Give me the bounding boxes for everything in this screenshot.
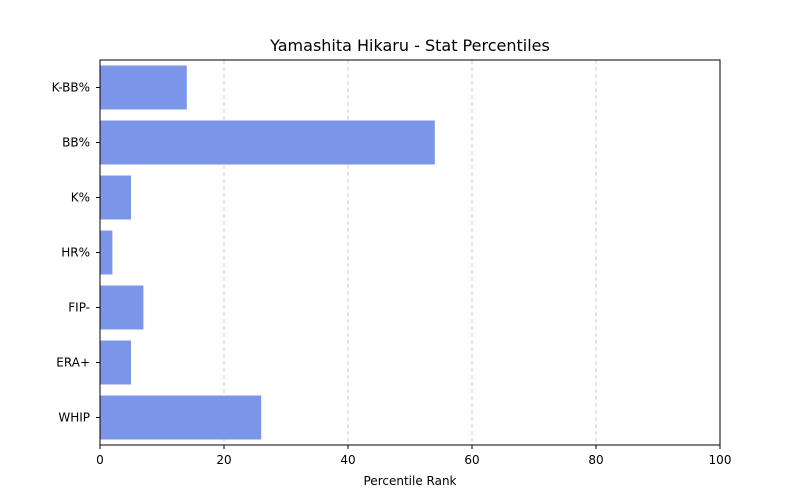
y-axis: WHIP ERA+ FIP- HR% K% BB% K-BB% (52, 81, 100, 425)
bar-bb- (100, 120, 435, 165)
y-tick-label: BB% (62, 136, 90, 150)
x-tick-label: 100 (709, 453, 732, 467)
y-tick-label: FIP- (68, 301, 90, 315)
x-tick-label: 60 (464, 453, 479, 467)
bar-fip- (100, 285, 144, 330)
chart-title: Yamashita Hikaru - Stat Percentiles (269, 36, 550, 55)
x-tick-label: 80 (588, 453, 603, 467)
y-tick-label: ERA+ (56, 356, 90, 370)
bar-hr- (100, 230, 113, 275)
bars (100, 65, 435, 440)
x-tick-label: 20 (216, 453, 231, 467)
bar-k- (100, 175, 131, 220)
y-tick-label: K-BB% (52, 81, 90, 95)
y-tick-label: WHIP (58, 411, 90, 425)
y-tick-label: K% (71, 191, 90, 205)
bar-whip (100, 395, 262, 440)
bar-k-bb- (100, 65, 187, 110)
bar-era- (100, 340, 131, 385)
x-tick-label: 40 (340, 453, 355, 467)
y-tick-label: HR% (61, 246, 90, 260)
x-tick-label: 0 (96, 453, 104, 467)
grid-lines (99, 60, 721, 445)
x-axis: 0 20 40 60 80 100 (96, 445, 731, 467)
plot-frame (99, 59, 721, 446)
x-axis-label: Percentile Rank (364, 474, 457, 488)
